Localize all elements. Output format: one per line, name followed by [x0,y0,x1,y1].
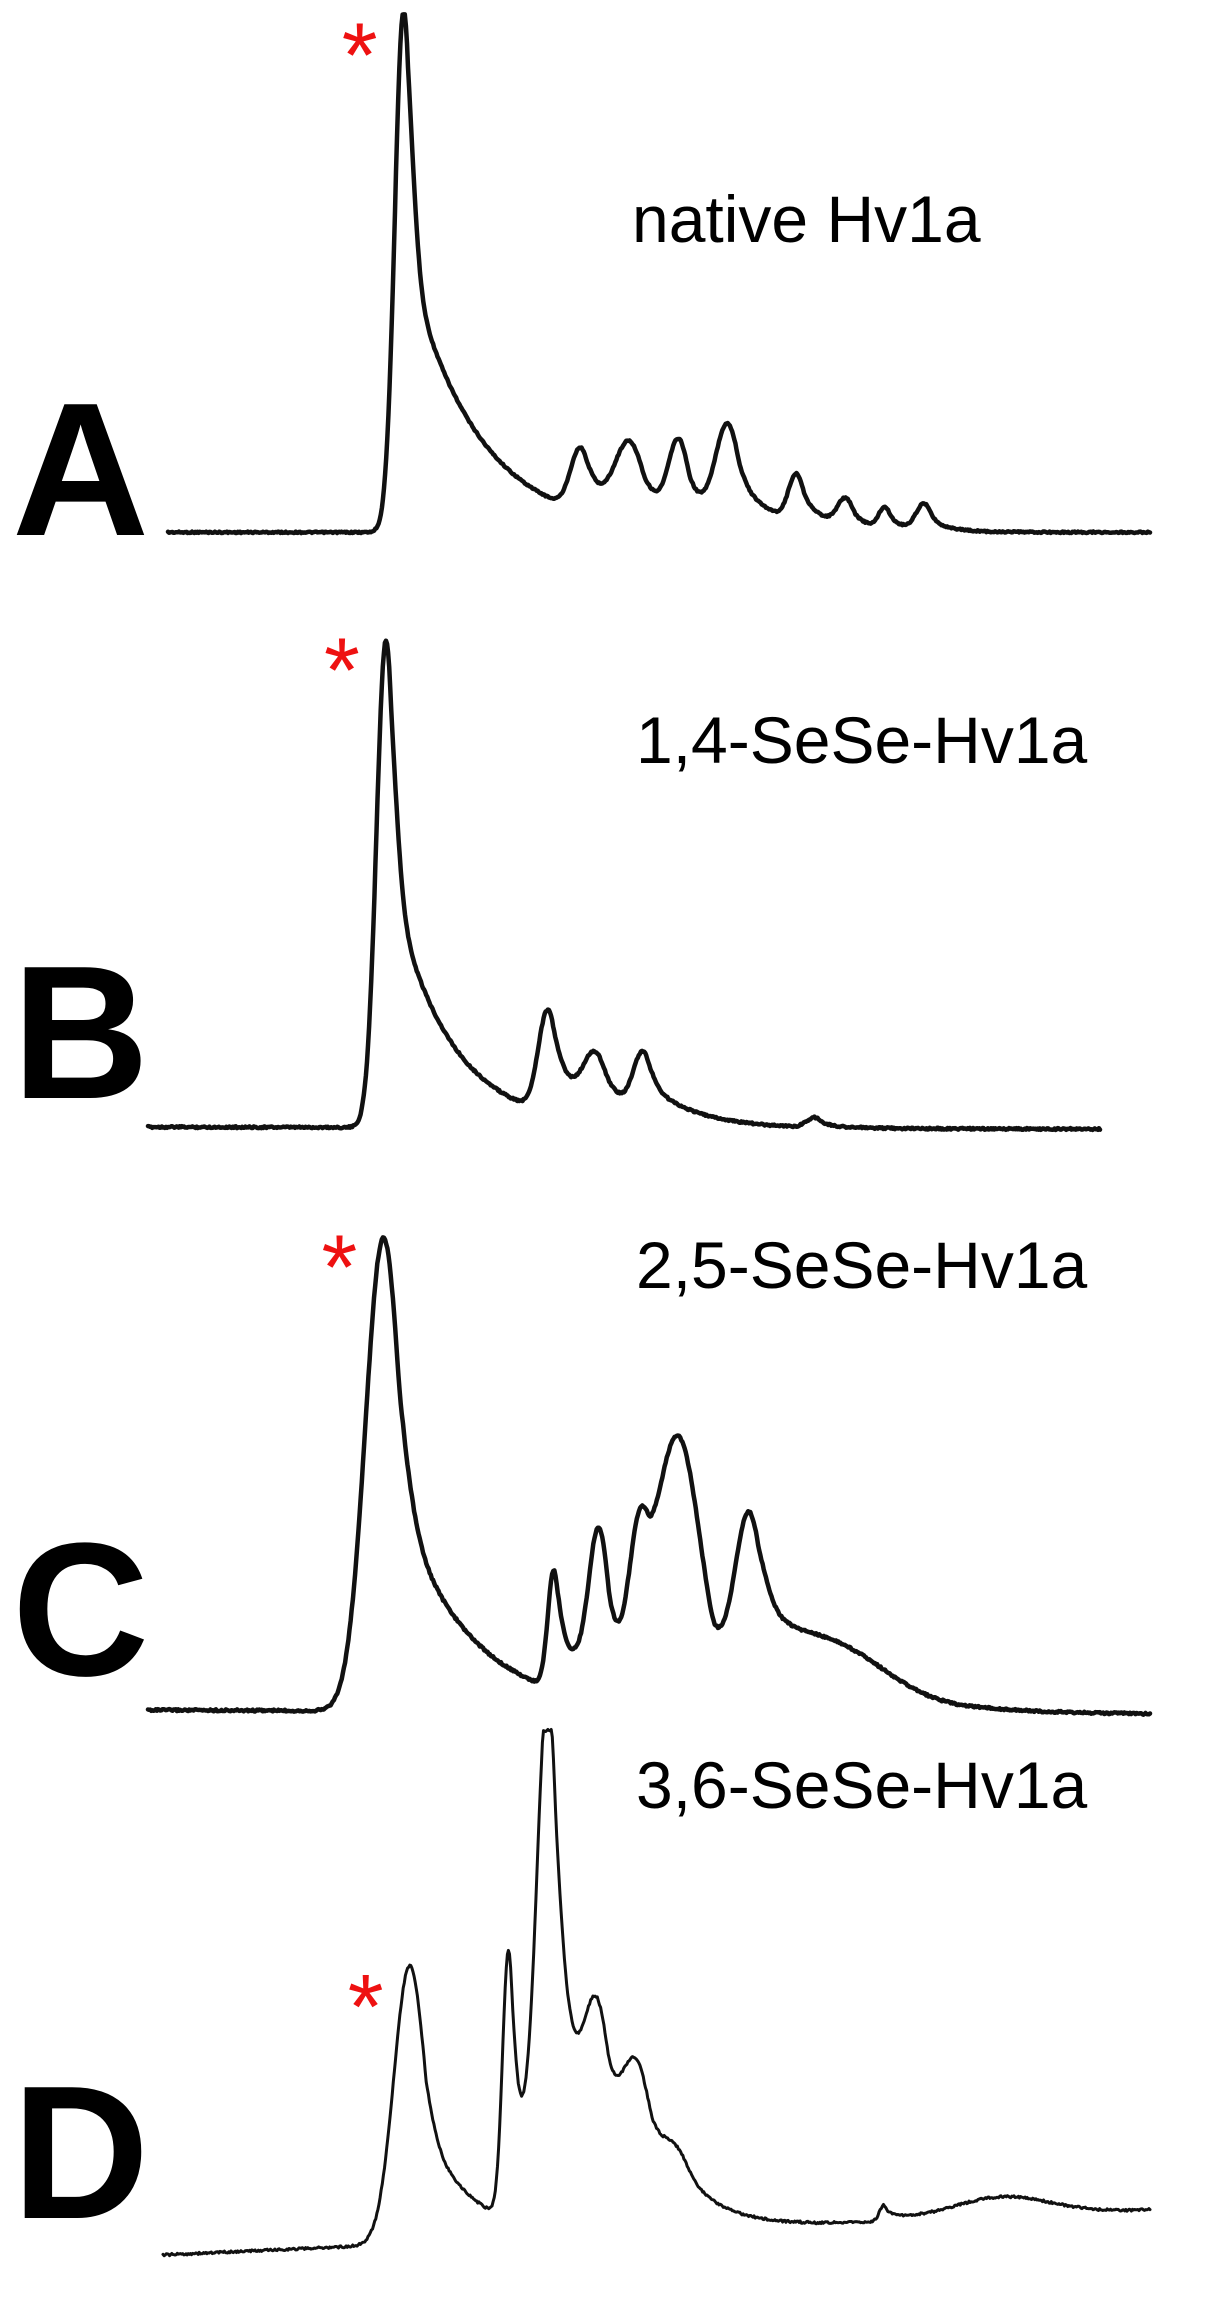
panel-d: D 3,6-SeSe-Hv1a * [12,1728,1152,2259]
main-peak-marker-a: * [342,5,378,107]
trace-label-b: 1,4-SeSe-Hv1a [636,703,1088,777]
chromatogram-trace-d [161,1728,1152,2258]
panel-b: B 1,4-SeSe-Hv1a * [12,620,1103,1139]
chromatogram-trace-b [145,638,1103,1133]
panel-a: A native Hv1a * [12,5,1153,576]
panel-letter-b: B [12,927,149,1139]
main-peak-marker-b: * [324,620,360,722]
panel-c: C 2,5-SeSe-Hv1a * [12,1217,1153,1717]
chromatogram-trace-a [165,12,1153,536]
panel-letter-d: D [12,2047,149,2259]
trace-label-a: native Hv1a [632,182,981,256]
main-peak-marker-d: * [348,1957,384,2059]
main-peak-marker-c: * [322,1217,358,1319]
trace-label-d: 3,6-SeSe-Hv1a [636,1748,1088,1822]
panel-letter-c: C [12,1504,149,1716]
chromatogram-trace-c [145,1235,1153,1717]
trace-label-c: 2,5-SeSe-Hv1a [636,1228,1088,1302]
panel-letter-a: A [12,364,149,576]
